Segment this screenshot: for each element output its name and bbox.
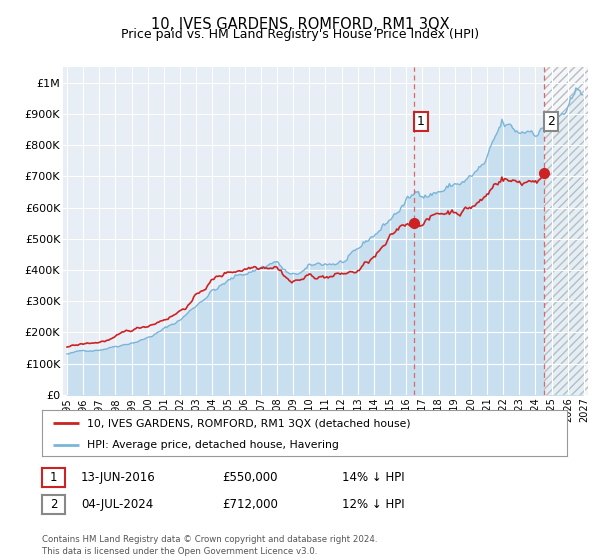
Text: 13-JUN-2016: 13-JUN-2016 (81, 471, 156, 484)
Text: HPI: Average price, detached house, Havering: HPI: Average price, detached house, Have… (86, 440, 338, 450)
Text: 2: 2 (50, 498, 57, 511)
Text: 04-JUL-2024: 04-JUL-2024 (81, 498, 153, 511)
Text: 12% ↓ HPI: 12% ↓ HPI (342, 498, 404, 511)
Text: £550,000: £550,000 (222, 471, 277, 484)
Text: 10, IVES GARDENS, ROMFORD, RM1 3QX: 10, IVES GARDENS, ROMFORD, RM1 3QX (151, 17, 449, 32)
Text: Contains HM Land Registry data © Crown copyright and database right 2024.
This d: Contains HM Land Registry data © Crown c… (42, 535, 377, 556)
Bar (544, 67, 588, 395)
Text: £712,000: £712,000 (222, 498, 278, 511)
Text: Price paid vs. HM Land Registry's House Price Index (HPI): Price paid vs. HM Land Registry's House … (121, 28, 479, 41)
Bar (544, 67, 588, 395)
Text: 1: 1 (417, 115, 425, 128)
Text: 1: 1 (50, 471, 57, 484)
Text: 14% ↓ HPI: 14% ↓ HPI (342, 471, 404, 484)
Bar (544, 67, 588, 395)
Text: 10, IVES GARDENS, ROMFORD, RM1 3QX (detached house): 10, IVES GARDENS, ROMFORD, RM1 3QX (deta… (86, 418, 410, 428)
Text: 2: 2 (547, 115, 555, 128)
